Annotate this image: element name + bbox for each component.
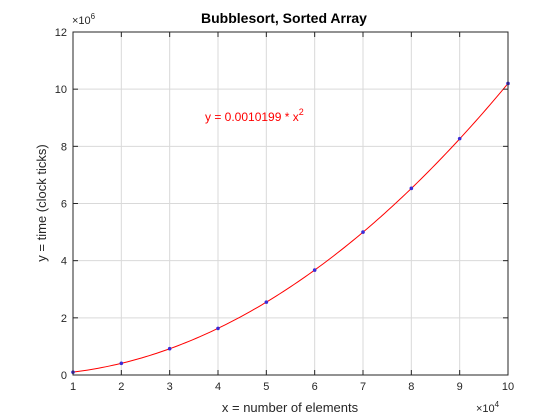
x-tick-label: 3 [167, 381, 173, 393]
x-multiplier-base: ×10 [476, 403, 495, 415]
y-axis-multiplier: ×106 [72, 12, 96, 27]
y-tick-label: 10 [55, 84, 67, 96]
x-tick-label: 9 [457, 381, 463, 393]
y-tick-label: 6 [61, 199, 67, 211]
y-multiplier-exponent: 6 [91, 12, 96, 21]
y-multiplier-base: ×10 [72, 15, 91, 27]
axes [72, 31, 509, 376]
data-point [264, 300, 269, 304]
data-point [119, 361, 124, 366]
y-axis-label: y = time (clock ticks) [34, 144, 49, 261]
y-tick-label: 8 [61, 141, 67, 153]
data-point [216, 326, 220, 331]
data-layer [71, 81, 510, 374]
grid [73, 32, 508, 375]
x-tick-label: 5 [263, 381, 269, 393]
x-tick-label: 1 [70, 381, 76, 393]
x-multiplier-exponent: 4 [495, 400, 500, 409]
y-tick-label: 4 [61, 256, 67, 268]
data-point [167, 346, 172, 351]
fit-equation-exponent: 2 [299, 107, 304, 117]
y-tick-label: 2 [61, 313, 67, 325]
x-tick-label: 7 [360, 381, 366, 393]
y-tick-label: 0 [61, 370, 67, 382]
fit-curve-line [72, 83, 509, 373]
data-point [312, 268, 317, 272]
x-axis-multiplier: ×104 [476, 400, 500, 415]
x-tick-label: 6 [312, 381, 318, 393]
data-point [361, 230, 365, 234]
x-axis-label: x = number of elements [222, 400, 359, 415]
fit-equation: y = 0.0010199 * x2 [205, 107, 304, 124]
x-tick-label: 10 [502, 381, 514, 393]
chart-title: Bubblesort, Sorted Array [201, 10, 367, 26]
y-tick-label: 12 [55, 27, 67, 39]
x-tick-label: 2 [118, 381, 124, 393]
x-tick-label: 4 [215, 381, 221, 393]
x-tick-label: 8 [408, 381, 414, 393]
fit-equation-text: y = 0.0010199 * x [205, 110, 299, 124]
data-point [409, 186, 414, 191]
data-point [457, 136, 462, 141]
